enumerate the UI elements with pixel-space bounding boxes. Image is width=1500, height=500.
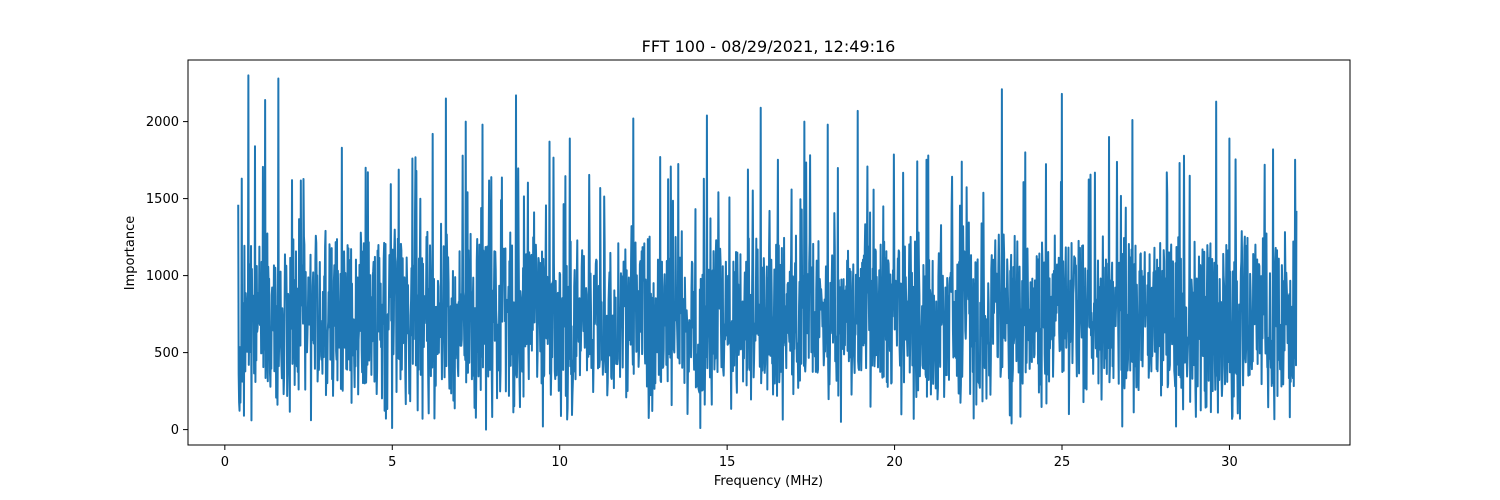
x-tick-label: 5 [388,455,396,470]
y-tick-label: 500 [154,346,179,361]
x-tick-label: 30 [1221,455,1238,470]
y-tick-label: 1000 [146,269,179,284]
x-axis-label: Frequency (MHz) [714,474,823,489]
y-axis-label: Importance [123,216,138,291]
y-tick-label: 0 [171,423,179,438]
series-line [237,74,1298,431]
x-tick-label: 15 [719,455,736,470]
x-tick-label: 25 [1054,455,1071,470]
x-tick-label: 10 [551,455,568,470]
y-axis: 0 500 1000 1500 2000 [146,115,188,438]
x-tick-label: 20 [886,455,903,470]
series-layer [237,74,1298,431]
x-axis: 0 5 10 15 20 25 30 [221,445,1238,470]
y-tick-label: 2000 [146,115,179,130]
y-tick-label: 1500 [146,192,179,207]
x-tick-label: 0 [221,455,229,470]
plot-frame [187,59,1351,446]
plot-area [187,59,1351,446]
chart-title: FFT 100 - 08/29/2021, 12:49:16 [642,37,896,56]
